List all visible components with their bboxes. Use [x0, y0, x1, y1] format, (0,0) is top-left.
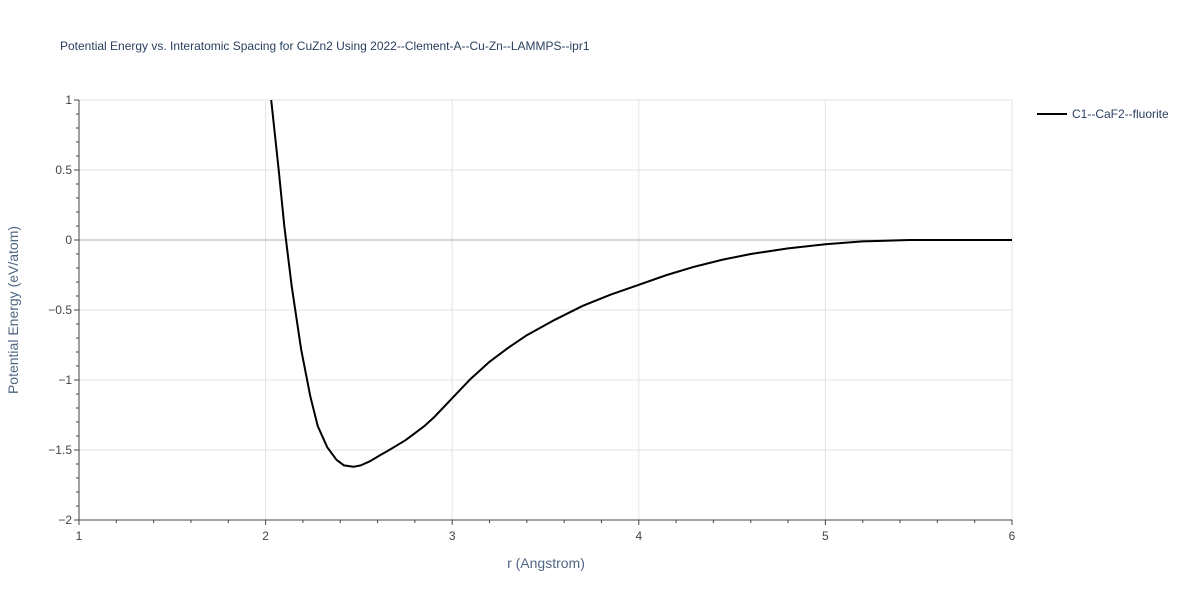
- y-tick-label: −2: [58, 513, 72, 527]
- chart-title: Potential Energy vs. Interatomic Spacing…: [60, 39, 590, 53]
- legend-label: C1--CaF2--fluorite: [1072, 107, 1169, 121]
- x-tick-label: 6: [1009, 529, 1016, 543]
- series-line[interactable]: [270, 99, 1012, 468]
- axis-ticks: 1 2 3 4 5 6 −2 −1.5 −1 −0.5 0 0.5 1: [48, 93, 1015, 543]
- x-tick-label: 4: [635, 529, 642, 543]
- y-tick-label: 0: [65, 233, 72, 247]
- x-tick-label: 1: [76, 529, 83, 543]
- y-tick-label: −0.5: [48, 303, 72, 317]
- x-tick-label: 3: [449, 529, 456, 543]
- plot-area: [270, 99, 1012, 468]
- axes: [78, 100, 1012, 521]
- x-axis-title: r (Angstrom): [507, 555, 585, 571]
- x-tick-label: 2: [262, 529, 269, 543]
- y-tick-label: 0.5: [55, 163, 72, 177]
- x-tick-label: 5: [822, 529, 829, 543]
- y-tick-label: 1: [65, 93, 72, 107]
- y-tick-label: −1: [58, 373, 72, 387]
- legend[interactable]: C1--CaF2--fluorite: [1037, 107, 1169, 121]
- y-axis-title: Potential Energy (eV/atom): [5, 226, 21, 394]
- grid-lines: [79, 99, 1013, 521]
- y-tick-label: −1.5: [48, 443, 72, 457]
